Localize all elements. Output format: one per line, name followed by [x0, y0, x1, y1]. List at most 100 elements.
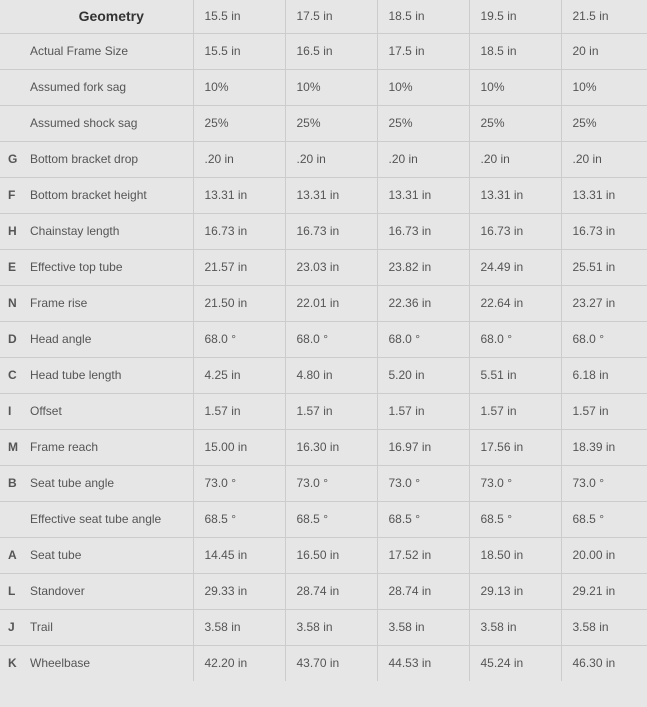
dimension-value: 28.74 in — [376, 572, 469, 609]
dimension-value: 43.70 in — [284, 644, 377, 681]
dimension-value: 23.82 in — [376, 248, 469, 285]
dimension-value: 18.39 in — [560, 428, 647, 465]
dimension-value: 16.97 in — [376, 428, 469, 465]
table-row: H Chainstay length 16.73 in 16.73 in 16.73 i… — [0, 212, 647, 249]
dimension-value: 16.73 in — [376, 212, 469, 249]
dimension-value: 13.31 in — [560, 176, 647, 213]
dimension-value: 73.0 ° — [468, 464, 561, 501]
dimension-value: 10% — [468, 68, 561, 105]
dimension-value: 22.36 in — [376, 284, 469, 321]
dimension-value: 16.5 in — [284, 32, 377, 69]
dimension-value: 20.00 in — [560, 536, 647, 573]
dimension-value: 16.73 in — [284, 212, 377, 249]
dimension-value: 73.0 ° — [376, 464, 469, 501]
dimension-value: 17.52 in — [376, 536, 469, 573]
dimension-value: 68.0 ° — [468, 320, 561, 357]
table-row: L Standover 29.33 in 28.74 in 28.74 in 29.13 … — [0, 572, 647, 609]
dimension-label: Assumed shock sag — [22, 104, 193, 141]
dimension-label: Frame reach — [22, 428, 193, 465]
dimension-value: 13.31 in — [192, 176, 285, 213]
dimension-value: 68.5 ° — [192, 500, 285, 537]
dimension-value: 4.25 in — [192, 356, 285, 393]
dimension-label: Bottom bracket drop — [22, 140, 193, 177]
table-row: G Bottom bracket drop .20 in .20 in .20 in .2… — [0, 140, 647, 177]
dimension-value: 10% — [284, 68, 377, 105]
dimension-value: 73.0 ° — [284, 464, 377, 501]
dimension-value: 29.33 in — [192, 572, 285, 609]
dimension-value: 68.5 ° — [468, 500, 561, 537]
dimension-value: .20 in — [560, 140, 647, 177]
dimension-value: 6.18 in — [560, 356, 647, 393]
dimension-label: Wheelbase — [22, 644, 193, 681]
dimension-value: 16.73 in — [468, 212, 561, 249]
dimension-value: 29.13 in — [468, 572, 561, 609]
table-row: J Trail 3.58 in 3.58 in 3.58 in 3.58 in 3.58 i… — [0, 608, 647, 645]
dimension-value: 68.0 ° — [284, 320, 377, 357]
dimension-label: Trail — [22, 608, 193, 645]
dimension-value: 10% — [560, 68, 647, 105]
dimension-value: 24.49 in — [468, 248, 561, 285]
dimension-value: 10% — [192, 68, 285, 105]
table-row: Effective seat tube angle 68.5 ° 68.5 ° 68.… — [0, 500, 647, 537]
dimension-letter — [0, 32, 22, 69]
table-row: M Frame reach 15.00 in 16.30 in 16.97 in 17.5… — [0, 428, 647, 465]
dimension-value: 68.5 ° — [560, 500, 647, 537]
dimension-value: 20 in — [560, 32, 647, 69]
dimension-letter: H — [0, 212, 22, 249]
dimension-value: 3.58 in — [192, 608, 285, 645]
dimension-value: 3.58 in — [560, 608, 647, 645]
dimension-value: 73.0 ° — [192, 464, 285, 501]
dimension-letter: J — [0, 608, 22, 645]
table-row: D Head angle 68.0 ° 68.0 ° 68.0 ° 68.0 ° 68.0 … — [0, 320, 647, 357]
dimension-letter: L — [0, 572, 22, 609]
dimension-label: Head angle — [22, 320, 193, 357]
dimension-value: 25% — [560, 104, 647, 141]
table-row: N Frame rise 21.50 in 22.01 in 22.36 in 22.64… — [0, 284, 647, 321]
dimension-value: 68.0 ° — [192, 320, 285, 357]
dimension-value: 46.30 in — [560, 644, 647, 681]
table-row: E Effective top tube 21.57 in 23.03 in 23.82… — [0, 248, 647, 285]
dimension-letter: B — [0, 464, 22, 501]
dimension-letter: N — [0, 284, 22, 321]
dimension-label: Assumed fork sag — [22, 68, 193, 105]
dimension-value: 4.80 in — [284, 356, 377, 393]
dimension-value: 15.5 in — [192, 32, 285, 69]
dimension-letter — [0, 104, 22, 141]
dimension-value: 21.50 in — [192, 284, 285, 321]
dimension-label: Frame rise — [22, 284, 193, 321]
dimension-value: 17.5 in — [376, 32, 469, 69]
dimension-value: 16.73 in — [192, 212, 285, 249]
dimension-label: Seat tube — [22, 536, 193, 573]
table-row: K Wheelbase 42.20 in 43.70 in 44.53 in 45.24 … — [0, 644, 647, 681]
dimension-value: 68.0 ° — [376, 320, 469, 357]
size-header: 17.5 in — [284, 0, 377, 33]
dimension-letter: F — [0, 176, 22, 213]
dimension-value: .20 in — [468, 140, 561, 177]
dimension-letter — [0, 68, 22, 105]
dimension-letter: K — [0, 644, 22, 681]
dimension-letter: E — [0, 248, 22, 285]
table-row: F Bottom bracket height 13.31 in 13.31 in 13… — [0, 176, 647, 213]
table-row: C Head tube length 4.25 in 4.80 in 5.20 in 5.… — [0, 356, 647, 393]
dimension-value: 25.51 in — [560, 248, 647, 285]
dimension-value: 45.24 in — [468, 644, 561, 681]
dimension-value: 25% — [376, 104, 469, 141]
dimension-value: 13.31 in — [468, 176, 561, 213]
table-title: Geometry — [78, 8, 144, 25]
dimension-label: Bottom bracket height — [22, 176, 193, 213]
dimension-letter: G — [0, 140, 22, 177]
dimension-value: 1.57 in — [376, 392, 469, 429]
dimension-value: 15.00 in — [192, 428, 285, 465]
dimension-value: 73.0 ° — [560, 464, 647, 501]
dimension-label: Chainstay length — [22, 212, 193, 249]
table-row: I Offset 1.57 in 1.57 in 1.57 in 1.57 in 1.57 … — [0, 392, 647, 429]
dimension-value: 17.56 in — [468, 428, 561, 465]
dimension-label: Actual Frame Size — [22, 32, 193, 69]
dimension-value: 29.21 in — [560, 572, 647, 609]
dimension-letter: C — [0, 356, 22, 393]
dimension-value: 13.31 in — [376, 176, 469, 213]
dimension-value: 18.50 in — [468, 536, 561, 573]
dimension-label: Effective top tube — [22, 248, 193, 285]
table-row: A Seat tube 14.45 in 16.50 in 17.52 in 18.50 … — [0, 536, 647, 573]
dimension-value: 16.30 in — [284, 428, 377, 465]
